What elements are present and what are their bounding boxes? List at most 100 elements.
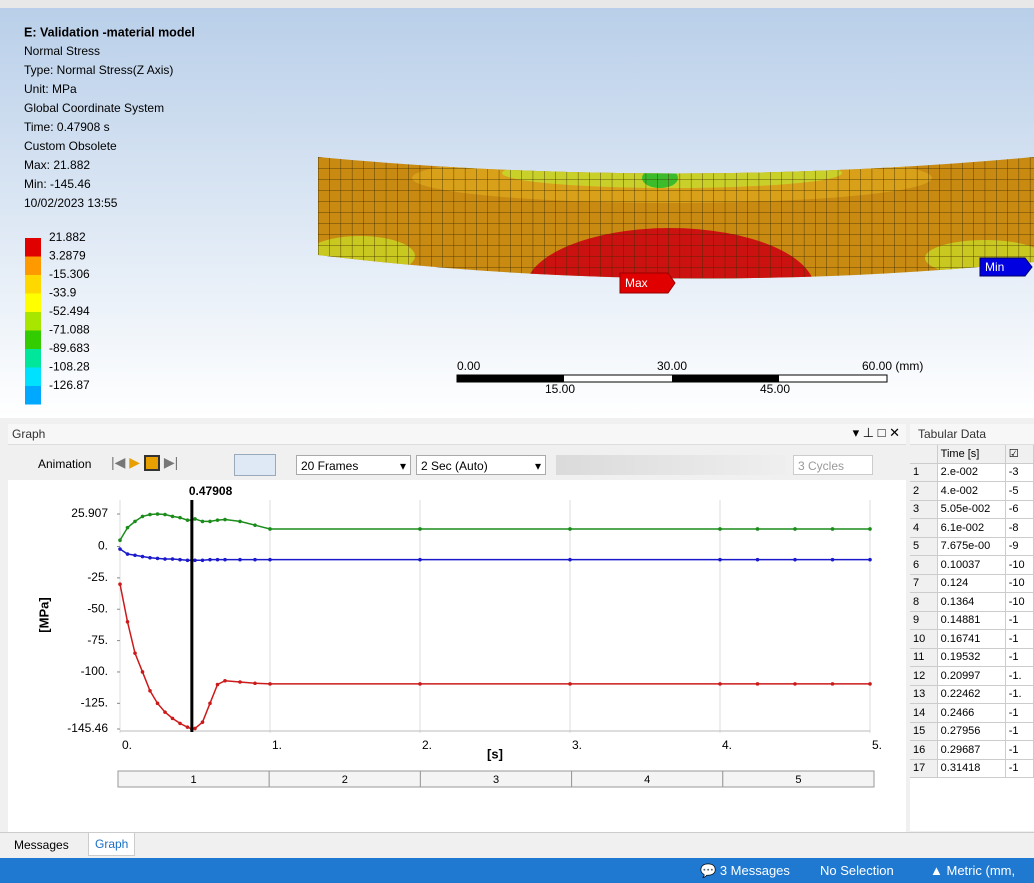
legend-label: 21.882 [49,230,86,244]
status-units[interactable]: ▲ Metric (mm, [930,863,1016,878]
row-index: 10 [910,629,938,649]
y-tick-label: -145.46 [67,721,108,735]
cycles-box[interactable]: 3 Cycles [793,455,873,475]
data-point [140,670,145,674]
row-index: 12 [910,666,938,686]
duration-dropdown[interactable]: 2 Sec (Auto) ▾ [416,455,546,475]
table-cell: -8 [1005,518,1034,538]
table-cell: -1 [1005,629,1034,649]
data-point [208,519,212,524]
data-point [193,517,197,521]
table-cell: 0.1364 [937,592,1006,612]
data-point [238,680,242,684]
table-cell: -1 [1005,759,1034,778]
header-cell [910,445,938,464]
info-line: Global Coordinate System [24,101,164,115]
toolbar-icons[interactable] [556,455,786,475]
table-row: 5 7.675e-00 -9 [910,537,1034,556]
row-index: 4 [910,518,938,538]
row-index: 6 [910,555,938,575]
data-point [793,527,797,531]
tabular-header: Tabular Data [910,424,1034,445]
data-point [718,527,722,531]
data-point [830,557,835,562]
data-point [755,527,760,531]
table-row: 16 0.29687 -1 [910,740,1034,760]
table-row: 3 5.05e-002 -6 [910,500,1034,519]
cursor-label: 0.47908 [189,484,233,498]
legend-swatch [25,275,41,294]
graph-panel-header: Graph ▾ ⊥ □ ✕ [8,424,906,445]
data-point [253,523,257,527]
data-point [148,512,152,517]
frames-value: 20 Frames [301,459,359,473]
data-point [830,682,835,686]
tab-messages[interactable]: Messages [14,838,69,852]
x-tick-label: 1. [272,738,282,752]
legend-swatch [25,367,41,386]
row-index: 3 [910,500,938,519]
table-row: 12 0.20997 -1. [910,666,1034,686]
tab-graph[interactable]: Graph [88,833,136,856]
table-cell: -10 [1005,592,1034,612]
beam-model [318,157,1034,279]
scale-label: 15.00 [545,382,575,396]
view-buttons[interactable] [234,454,276,476]
table-cell: -1 [1005,740,1034,760]
data-point [185,518,190,522]
viewport: Max Min E: Validation -material model Nor… [0,8,1034,418]
legend-swatch [25,386,41,405]
data-point [418,557,422,562]
info-line: Min: -145.46 [24,177,91,191]
legend-swatch [25,293,41,312]
table-cell: -1 [1005,722,1034,741]
table-row: 15 0.27956 -1 [910,722,1034,741]
y-tick-label: 25.907 [71,506,108,520]
data-point [215,557,220,562]
data-point [178,721,182,726]
play-controls[interactable]: |◀ ▶ ▶| [111,454,179,472]
data-point [170,514,175,519]
data-point [185,558,190,563]
data-point [215,682,220,687]
legend-swatch [25,349,41,368]
panel-controls[interactable]: ▾ ⊥ □ ✕ [852,425,900,440]
data-point [223,557,227,562]
data-point [133,553,137,558]
legend-label: -126.87 [49,378,90,392]
data-point [208,701,212,706]
max-tag: Max [625,276,648,290]
data-point [200,558,205,563]
info-line: 10/02/2023 13:55 [24,196,118,210]
data-point [568,682,572,686]
data-point [133,651,137,655]
info-line: Time: 0.47908 s [24,120,110,134]
table-cell: 4.e-002 [937,481,1006,501]
x-tick-label: 4. [722,738,732,752]
header-cell: Time [s] [937,445,1006,464]
table-row: 14 0.2466 -1 [910,703,1034,723]
status-messages[interactable]: 💬 3 Messages [700,863,790,878]
x-axis-label: [s] [487,746,503,761]
status-selection: No Selection [820,863,894,878]
table-row: 4 6.1e-002 -8 [910,518,1034,538]
table-row: 7 0.124 -10 [910,574,1034,593]
data-point [868,682,872,686]
data-point [163,512,167,517]
table-row: 13 0.22462 -1. [910,685,1034,704]
frame-label: 2 [342,774,348,786]
duration-value: 2 Sec (Auto) [421,459,488,473]
data-point [155,512,160,516]
data-point [568,527,572,531]
data-point [268,557,272,562]
table-row: 1 2.e-002 -3 [910,463,1034,482]
frames-dropdown[interactable]: 20 Frames ▾ [296,455,411,475]
table-cell: 0.22462 [937,685,1006,704]
scale-label: 0.00 [457,359,481,373]
data-point [193,558,197,563]
table-row: 10 0.16741 -1 [910,629,1034,649]
data-point [223,678,227,683]
table-cell: -10 [1005,555,1034,575]
legend-label: -89.683 [49,341,90,355]
bottom-tabs: Messages Graph [0,832,1034,857]
